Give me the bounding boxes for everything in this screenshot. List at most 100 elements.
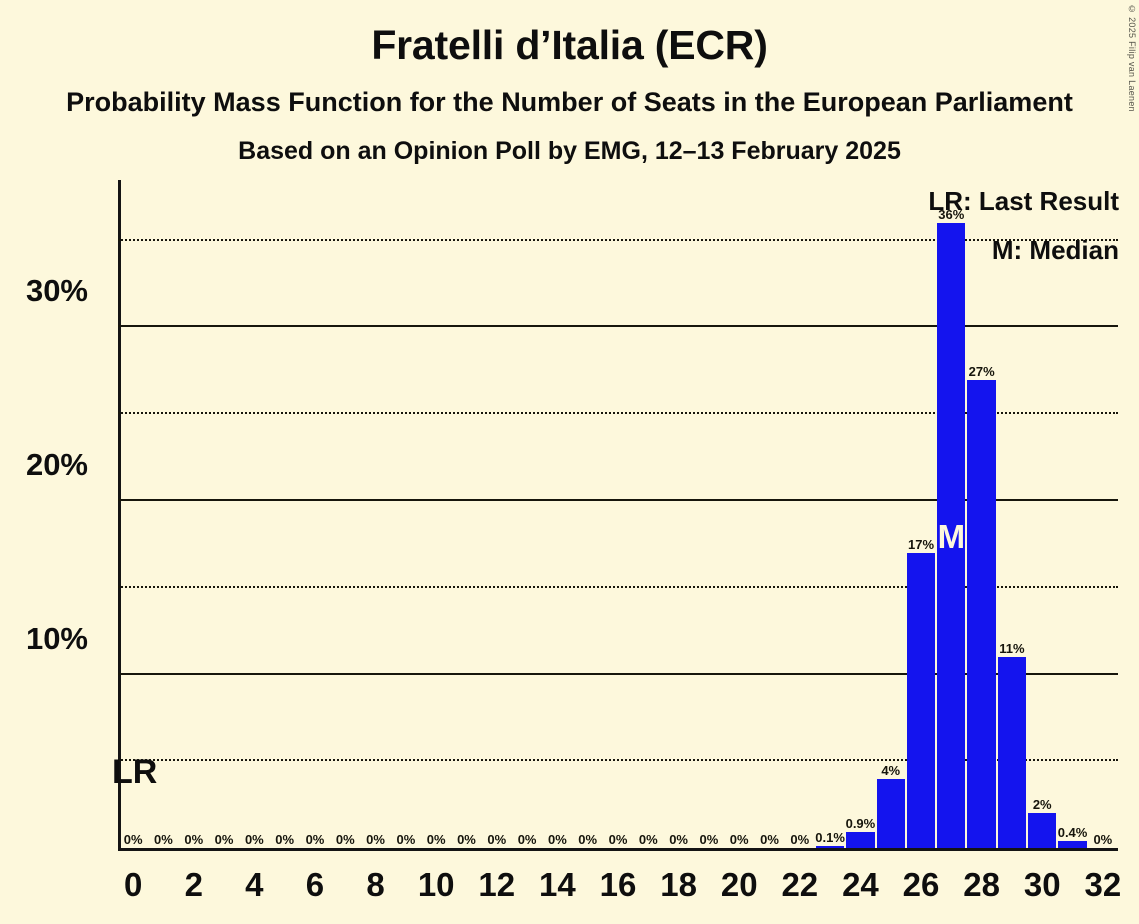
bar-value-label: 0% — [244, 832, 264, 847]
x-axis-tick-label: 8 — [366, 866, 385, 903]
bar-slot[interactable]: 4% — [876, 764, 905, 848]
bar-slot[interactable]: 0% — [725, 833, 753, 848]
bar-slot[interactable]: 2% — [1028, 797, 1057, 848]
bar-slot[interactable]: 0% — [180, 833, 208, 848]
bar-slot[interactable]: 0% — [634, 833, 662, 848]
x-axis-tick-label: 18 — [660, 866, 697, 903]
bar-value-label: 0% — [669, 832, 688, 847]
bar-value-label: 2% — [1032, 797, 1052, 813]
bar-value-label: 0% — [214, 832, 234, 847]
y-axis-line — [118, 180, 121, 848]
bar-slot[interactable]: 0% — [240, 833, 268, 848]
bar-slot[interactable]: 0% — [422, 833, 450, 848]
bar-value-label: 0% — [487, 832, 507, 847]
gridline-20 — [118, 499, 1118, 501]
x-axis-tick-label: 30 — [1023, 866, 1061, 903]
bar-value-label: 0% — [1093, 832, 1113, 847]
bar-value-label: 17% — [908, 537, 935, 553]
x-axis-tick-label: 16 — [599, 866, 637, 903]
bar-value-label: 0% — [578, 832, 598, 847]
x-axis-tick-label: 0 — [123, 866, 143, 903]
bar-slot[interactable]: 0% — [271, 833, 299, 848]
gridline-15 — [118, 585, 1118, 588]
bar-series: 0% 0% 0% 0% 0% 0% 0% 0% 0% 0% 0% 0% 0% 0% 0% 0% 0% 0% 0% 0%… — [118, 180, 1118, 848]
bar[interactable] — [997, 657, 1027, 848]
bar-slot[interactable]: 0.9% — [845, 816, 876, 848]
bar-slot[interactable]: 0% — [331, 833, 359, 848]
x-axis-tick-label: 24 — [842, 866, 879, 903]
bar-value-label: 0% — [790, 832, 810, 847]
gridline-10 — [118, 672, 1118, 675]
x-axis-tick-label: 26 — [902, 866, 940, 903]
bar-value-label: 0% — [123, 832, 143, 847]
bar-value-label: 0% — [335, 832, 355, 847]
bar-slot[interactable]: 0% — [149, 833, 177, 848]
bar[interactable] — [815, 846, 845, 848]
bar[interactable] — [906, 553, 936, 848]
bar[interactable] — [1028, 813, 1057, 848]
bar-slot[interactable]: 0% — [301, 833, 329, 848]
x-axis-tick-label: 12 — [478, 866, 516, 903]
bar[interactable] — [876, 778, 905, 848]
bar-slot[interactable]: 0% — [513, 833, 541, 848]
bar-slot[interactable]: 0% — [543, 833, 571, 848]
bar-value-label: 0% — [275, 832, 295, 847]
bar-slot[interactable]: 0% — [664, 833, 692, 848]
last-result-marker: LR — [112, 753, 158, 791]
x-axis-labels: 0 2 4 6 8 10 12 14 16 18 20 22 24 26 28 30 32 — [118, 866, 1122, 914]
bar-slot[interactable]: 36% — [937, 207, 966, 848]
y-axis-tick-label: 20% — [25, 447, 88, 482]
bar-slot[interactable]: 11% — [997, 641, 1027, 848]
bar-slot[interactable]: 27% — [967, 365, 996, 848]
bar-value-label: 0% — [396, 832, 416, 847]
bar-value-label: 0% — [184, 832, 204, 847]
page-title: Fratelli d’Italia (ECR) — [371, 22, 768, 68]
gridline-25 — [118, 412, 1118, 415]
bar-slot[interactable]: 0% — [210, 833, 238, 848]
bar-value-label: 0% — [517, 832, 537, 847]
legend-last-result: LR: Last Result — [928, 186, 1119, 216]
x-axis-tick-label: 32 — [1084, 866, 1122, 903]
bar-value-label: 0.1% — [815, 830, 845, 846]
bar-slot[interactable]: 17% — [906, 537, 936, 848]
page-subtitle-source: Based on an Opinion Poll by EMG, 12–13 F… — [238, 137, 901, 165]
bar-slot[interactable]: 0% — [119, 833, 147, 848]
x-axis-line — [118, 848, 1118, 851]
bar-value-label: 0.9% — [845, 816, 876, 832]
bar-slot[interactable]: 0% — [574, 833, 602, 848]
x-axis-tick-label: 20 — [720, 866, 758, 903]
bar-value-label: 36% — [938, 207, 965, 223]
bar-slot[interactable]: 0% — [392, 833, 420, 848]
x-axis-tick-label: 2 — [184, 866, 203, 903]
bar-slot[interactable]: 0% — [483, 833, 511, 848]
bar-value-label: 0% — [154, 832, 173, 847]
bar-slot[interactable]: 0% — [755, 833, 783, 848]
bar-slot[interactable]: 0% — [361, 833, 389, 848]
bar-value-label: 0% — [760, 832, 779, 847]
bar[interactable] — [846, 832, 875, 848]
bar-slot[interactable]: 0% — [1089, 833, 1117, 848]
gridline-5 — [118, 759, 1118, 762]
bar-value-label: 0.4% — [1057, 825, 1088, 841]
bar-value-label: 11% — [999, 641, 1025, 657]
y-axis-tick-label: 30% — [25, 273, 88, 309]
x-axis-tick-label: 28 — [963, 866, 1000, 903]
bar-value-label: 0% — [426, 832, 446, 847]
bar-slot[interactable]: 0% — [695, 833, 723, 848]
bar-value-label: 0% — [699, 832, 719, 847]
gridline-30 — [118, 325, 1118, 328]
bar-slot[interactable]: 0% — [786, 833, 814, 848]
bar-slot[interactable]: 0.1% — [815, 830, 845, 848]
bar-value-label: 0% — [457, 832, 476, 847]
copyright-notice: © 2025 Filip van Laenen — [1127, 4, 1137, 112]
bar-slot[interactable]: 0.4% — [1057, 825, 1088, 848]
bar[interactable] — [967, 379, 996, 848]
bar-slot[interactable]: 0% — [604, 833, 632, 848]
bar[interactable] — [1058, 841, 1087, 848]
bar[interactable] — [937, 223, 966, 848]
bar-value-label: 0% — [366, 832, 385, 847]
bar-slot[interactable]: 0% — [452, 833, 480, 848]
x-axis-tick-label: 6 — [305, 866, 325, 903]
gridline-35 — [118, 238, 1118, 241]
